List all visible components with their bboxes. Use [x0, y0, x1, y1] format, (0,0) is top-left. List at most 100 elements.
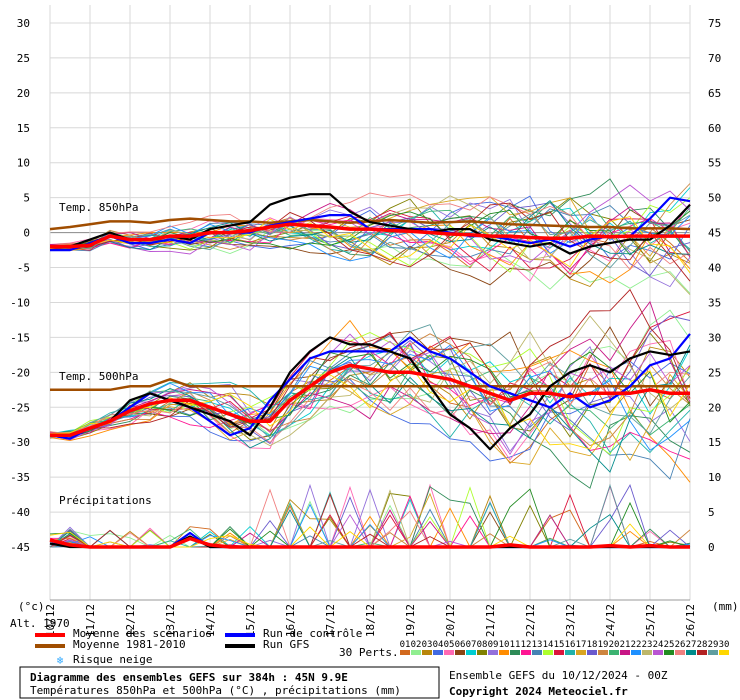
perturbation-t500-24: [49, 333, 691, 456]
pert-swatch: [708, 650, 718, 655]
x-tick-label: 25/12: [644, 604, 657, 637]
left-tick-label: -30: [10, 436, 30, 449]
pert-swatch: [554, 650, 564, 655]
footer-subtitle: Températures 850hPa et 500hPa (°C) , pré…: [30, 684, 401, 697]
x-tick-label: 13/12: [164, 604, 177, 637]
footer-box: [19, 666, 440, 699]
pert-number: 16: [565, 640, 576, 650]
pert-swatch: [598, 650, 608, 655]
pert-swatch: [631, 650, 641, 655]
pert-swatch: [675, 650, 685, 655]
right-tick-label: 10: [708, 471, 721, 484]
perturbation-t850-24: [49, 184, 691, 263]
pert-number: 27: [686, 640, 697, 650]
left-tick-label: -35: [10, 471, 30, 484]
pert-number: 11: [510, 640, 521, 650]
perturbation-t850-29: [49, 213, 691, 269]
perturbation-t850-11: [49, 178, 691, 257]
footer-copyright: Copyright 2024 Meteociel.fr: [449, 685, 628, 698]
footer-title: Diagramme des ensembles GEFS sur 384h : …: [30, 671, 348, 684]
pert-number: 04: [433, 640, 444, 650]
left-tick-label: 15: [17, 122, 30, 135]
series-precip-0: [49, 536, 690, 549]
right-tick-label: 50: [708, 192, 721, 205]
pert-swatch: [488, 650, 498, 655]
x-tick-label: 18/12: [364, 604, 377, 637]
labels: Temp. 850hPa Temp. 500hPa Précipitations: [59, 201, 152, 507]
pert-number: 21: [620, 640, 631, 650]
right-unit-label: (mm): [712, 600, 739, 613]
legend-clim-swatch: [35, 644, 65, 648]
pert-number: 26: [675, 640, 686, 650]
pert-swatch: [433, 650, 443, 655]
x-tick-label: 16/12: [284, 604, 297, 637]
pert-swatch: [521, 650, 531, 655]
t850-label: Temp. 850hPa: [59, 201, 138, 214]
pert-swatch: [697, 650, 707, 655]
x-tick-label: 21/12: [484, 604, 497, 637]
x-tick-label: 26/12: [684, 604, 697, 637]
left-tick-label: -40: [10, 506, 30, 519]
pert-number: 12: [521, 640, 532, 650]
legend-gfs-swatch: [225, 644, 255, 648]
footer-run: Ensemble GEFS du 10/12/2024 - 00Z: [449, 669, 668, 682]
left-tick-label: 0: [23, 227, 30, 240]
x-tick-label: 15/12: [244, 604, 257, 637]
pert-swatch: [576, 650, 586, 655]
right-tick-label: 55: [708, 157, 721, 170]
left-tick-label: -20: [10, 366, 30, 379]
right-tick-label: 15: [708, 436, 721, 449]
pert-number: 10: [499, 640, 510, 650]
left-tick-label: -10: [10, 296, 30, 309]
left-tick-label: -45: [10, 541, 30, 554]
pert-swatch: [719, 650, 729, 655]
pert-number: 09: [488, 640, 499, 650]
pert-number: 14: [543, 640, 554, 650]
pert-number: 02: [411, 640, 422, 650]
legend-mean-text: Moyenne des scénarios: [73, 627, 212, 640]
pert-number: 24: [653, 640, 664, 650]
pert-swatch: [477, 650, 487, 655]
pert-number: 01: [400, 640, 411, 650]
pert-number: 18: [587, 640, 598, 650]
altitude-label: Alt. 1970: [10, 617, 70, 630]
legend-mean-swatch: [35, 633, 65, 637]
pert-swatch: [565, 650, 575, 655]
pert-number: 17: [576, 640, 587, 650]
left-unit-label: (°c): [18, 600, 45, 613]
x-tick-label: 20/12: [444, 604, 457, 637]
right-tick-label: 35: [708, 296, 721, 309]
pert-swatch: [400, 650, 410, 655]
legend-control-text: Run de contrôle: [263, 627, 362, 640]
left-tick-label: 30: [17, 17, 30, 30]
right-tick-label: 20: [708, 401, 721, 414]
grid: [49, 5, 691, 600]
perturbation-t500-23: [49, 315, 691, 447]
pert-swatch: [499, 650, 509, 655]
right-tick-label: 5: [708, 506, 715, 519]
left-tick-label: 5: [23, 192, 30, 205]
perturbation-t500-15: [49, 311, 691, 436]
perturbation-t500-21: [49, 300, 691, 436]
pert-number: 29: [708, 640, 719, 650]
snowflake-icon: ❄: [57, 654, 64, 667]
series-t500-3: [50, 336, 691, 451]
right-tick-label: 0: [708, 541, 715, 554]
pert-swatch: [664, 650, 674, 655]
perturbation-t850-6: [49, 209, 691, 286]
legend-perts-label: 30 Perts.: [339, 646, 399, 659]
pert-number: 15: [554, 640, 565, 650]
x-tick-label: 12/12: [124, 604, 137, 637]
x-tick-label: 24/12: [604, 604, 617, 637]
left-tick-label: -5: [17, 262, 30, 275]
pert-number: 28: [697, 640, 708, 650]
right-tick-label: 25: [708, 366, 721, 379]
pert-number: 22: [631, 640, 642, 650]
pert-number: 13: [532, 640, 543, 650]
perturbation-t500-25: [49, 351, 691, 438]
right-tick-label: 75: [708, 17, 721, 30]
pert-number: 20: [609, 640, 620, 650]
pert-swatch: [653, 650, 663, 655]
pert-number: 25: [664, 640, 675, 650]
